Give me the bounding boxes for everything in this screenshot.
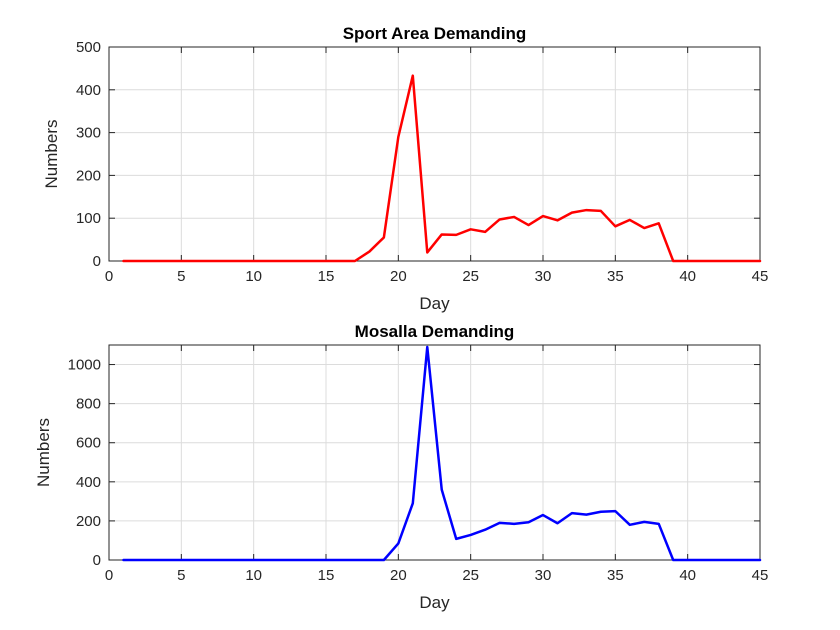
subplot-mosalla: 0 5 10 15 20 25 30 35 40 45 0 200 400 600 800 1000 Mosal… [34,322,768,612]
y-tick-label: 400 [76,82,101,99]
x-tick-label: 35 [607,567,624,584]
series-line [122,74,762,263]
y-tick-label: 0 [93,552,101,569]
subplot-sport-area: 0 5 10 15 20 25 30 35 40 45 0 100 200 300 400 500 Sport … [42,24,768,313]
y-tick-label: 500 [76,39,101,56]
x-tick-label: 30 [535,567,552,584]
y-tick-label: 600 [76,435,101,452]
series-line [122,345,762,562]
x-tick-label: 40 [679,567,696,584]
x-tick-label: 5 [177,268,185,285]
y-tick-label: 0 [93,253,101,270]
y-tick-label: 400 [76,474,101,491]
x-tick-label: 10 [245,268,262,285]
x-tick-label: 30 [535,268,552,285]
x-tick-label: 15 [318,268,335,285]
x-tick-label: 10 [245,567,262,584]
chart-title: Sport Area Demanding [343,24,527,43]
x-tick-label: 20 [390,567,407,584]
x-tick-label: 25 [462,567,479,584]
x-tick-label: 15 [318,567,335,584]
y-tick-label: 300 [76,125,101,142]
x-tick-label: 35 [607,268,624,285]
axes-box [108,46,761,262]
x-tick-label: 0 [105,268,113,285]
chart-title: Mosalla Demanding [355,322,515,341]
x-axis-label: Day [419,294,450,313]
x-tick-label: 45 [752,268,769,285]
y-tick-label: 200 [76,167,101,184]
y-axis-label: Numbers [34,418,53,487]
axes-box [108,344,761,561]
y-tick-label: 1000 [68,357,101,374]
x-axis-label: Day [419,593,450,612]
x-tick-label: 5 [177,567,185,584]
y-tick-label: 200 [76,513,101,530]
x-tick-label: 0 [105,567,113,584]
x-tick-label: 45 [752,567,769,584]
x-tick-label: 20 [390,268,407,285]
y-axis-label: Numbers [42,120,61,189]
x-tick-label: 40 [679,268,696,285]
y-tick-label: 800 [76,396,101,413]
x-tick-label: 25 [462,268,479,285]
y-tick-label: 100 [76,210,101,227]
